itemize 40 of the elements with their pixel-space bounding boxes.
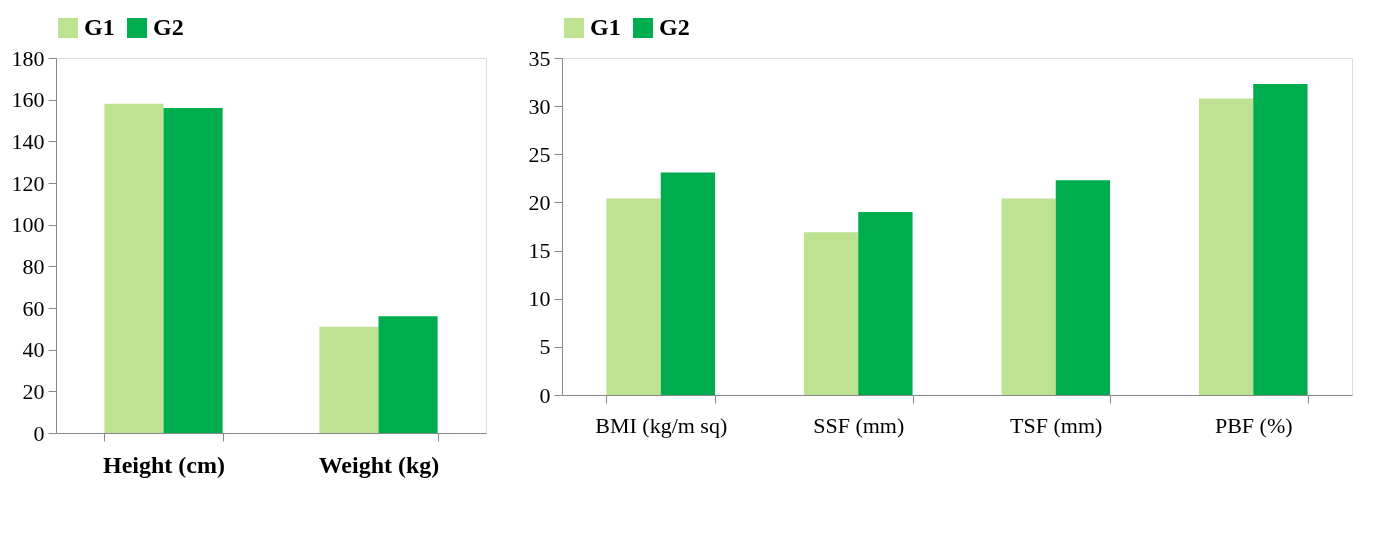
y-tick-label: 80 bbox=[22, 253, 45, 279]
y-tick-label: 35 bbox=[528, 45, 551, 71]
x-tick-label: PBF (%) bbox=[1214, 412, 1293, 438]
y-tick-label: 10 bbox=[528, 286, 551, 312]
y-tick-label: 0 bbox=[33, 420, 45, 446]
bar bbox=[378, 316, 438, 433]
legend-label: G1 bbox=[590, 14, 621, 40]
bar bbox=[1253, 84, 1308, 395]
y-tick-label: 30 bbox=[528, 93, 551, 119]
bar bbox=[104, 103, 164, 433]
y-tick-label: 25 bbox=[528, 141, 551, 167]
bar bbox=[1198, 98, 1254, 395]
y-tick-label: 20 bbox=[22, 378, 45, 404]
bar bbox=[858, 212, 913, 395]
y-tick-label: 100 bbox=[11, 212, 45, 238]
bar bbox=[163, 108, 223, 433]
bar bbox=[1055, 180, 1111, 395]
x-tick-label: Height (cm) bbox=[103, 451, 225, 478]
legend-label: G2 bbox=[659, 14, 690, 40]
y-tick-label: 140 bbox=[11, 128, 45, 154]
y-tick-label: 160 bbox=[11, 87, 45, 113]
bar bbox=[1001, 198, 1056, 395]
x-tick-label: SSF (mm) bbox=[813, 412, 905, 438]
x-tick-label: Weight (kg) bbox=[318, 451, 440, 478]
y-tick-label: 120 bbox=[11, 170, 45, 196]
bar bbox=[660, 172, 716, 395]
bar bbox=[606, 198, 661, 395]
bar bbox=[803, 232, 859, 395]
y-tick-label: 40 bbox=[22, 337, 45, 363]
y-tick-label: 5 bbox=[539, 334, 551, 360]
y-tick-label: 0 bbox=[539, 382, 551, 408]
y-tick-label: 20 bbox=[528, 189, 551, 215]
y-tick-label: 60 bbox=[22, 295, 45, 321]
bar bbox=[319, 326, 379, 433]
x-tick-label: TSF (mm) bbox=[1010, 412, 1103, 438]
y-tick-label: 15 bbox=[528, 238, 551, 264]
x-tick-label: BMI (kg/m sq) bbox=[595, 412, 728, 438]
y-tick-label: 180 bbox=[11, 45, 45, 71]
legend-label: G2 bbox=[153, 14, 184, 40]
legend-label: G1 bbox=[84, 14, 115, 40]
